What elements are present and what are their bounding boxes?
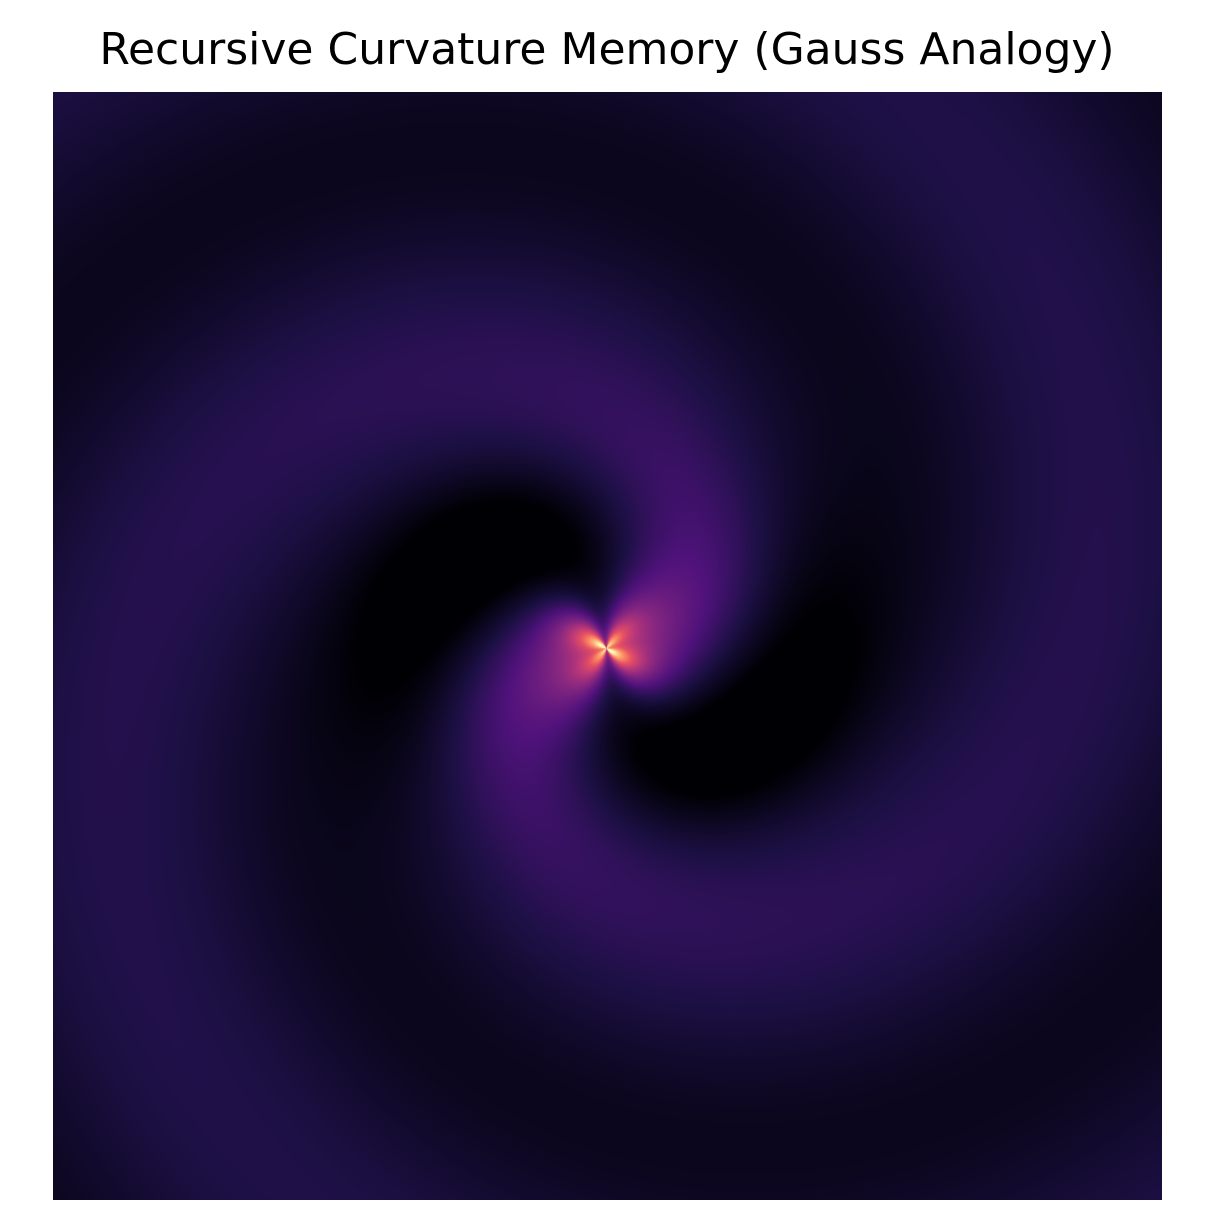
heatmap-plot-area <box>53 92 1162 1200</box>
chart-title: Recursive Curvature Memory (Gauss Analog… <box>99 24 1115 75</box>
heatmap-image <box>53 92 1162 1200</box>
